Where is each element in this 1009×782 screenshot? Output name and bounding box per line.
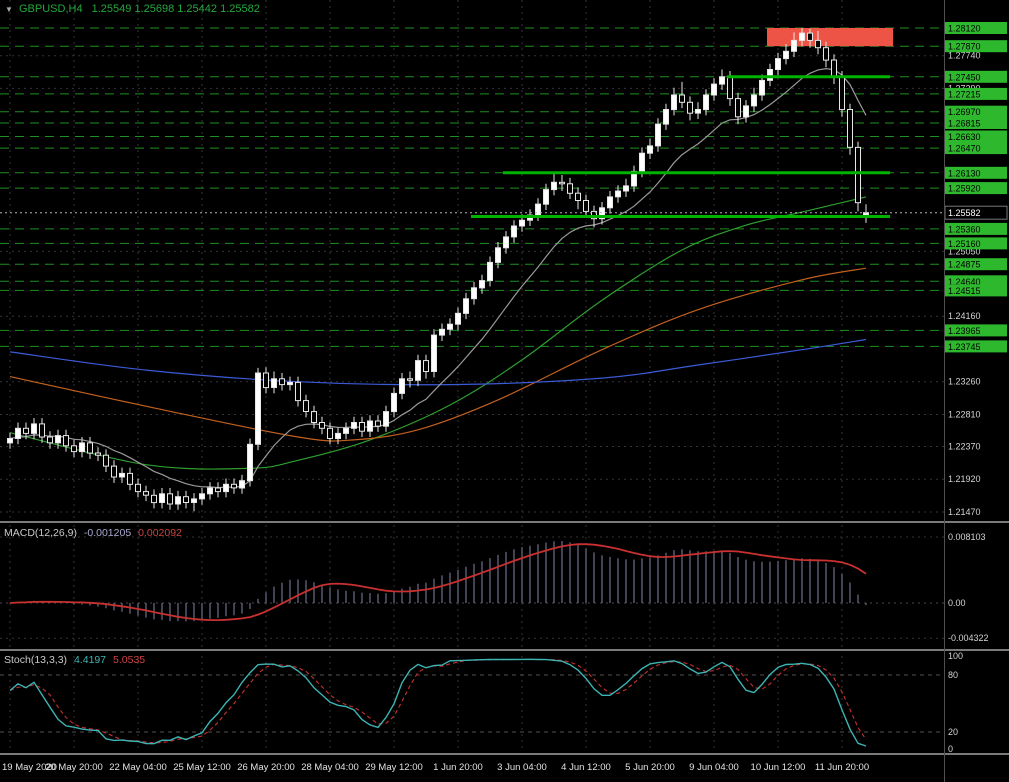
ma-green [9,196,867,470]
macd-panel[interactable]: 0.008103 0.00 -0.004322 [0,532,989,643]
svg-text:1.26130: 1.26130 [948,168,981,178]
svg-text:1.24875: 1.24875 [948,260,981,270]
svg-text:11 Jun 20:00: 11 Jun 20:00 [815,762,869,773]
macd-main-value: -0.001205 [83,527,132,539]
svg-text:1.23965: 1.23965 [948,326,981,336]
svg-text:28 May 04:00: 28 May 04:00 [301,762,359,773]
sr-segments[interactable] [471,75,890,218]
svg-text:80: 80 [948,670,958,680]
symbol-dropdown-icon[interactable]: ▼ [5,5,13,14]
svg-text:1.23260: 1.23260 [948,377,981,387]
symbol-timeframe-label: GBPUSD,H4 [18,3,83,15]
svg-text:3 Jun 04:00: 3 Jun 04:00 [497,762,547,773]
svg-text:1.25160: 1.25160 [948,239,981,249]
stoch-d-value: 5.0535 [113,654,146,666]
macd-name: MACD(12,26,9) [4,527,77,539]
svg-text:1.27215: 1.27215 [948,89,981,99]
svg-text:1.22810: 1.22810 [948,409,981,419]
svg-text:1 Jun 20:00: 1 Jun 20:00 [433,762,483,773]
svg-text:1.24515: 1.24515 [948,286,981,296]
svg-text:1.25360: 1.25360 [948,224,981,234]
svg-text:1.26470: 1.26470 [948,144,981,154]
price-axis[interactable]: 1.277401.272901.250501.241601.232601.228… [944,22,1008,517]
svg-text:1.23745: 1.23745 [948,342,981,352]
svg-text:0.00: 0.00 [948,598,966,608]
svg-text:1.26815: 1.26815 [948,118,981,128]
stoch-k-line [9,658,867,747]
svg-text:1.26630: 1.26630 [948,132,981,142]
svg-text:1.27740: 1.27740 [948,51,981,61]
svg-text:0.008103: 0.008103 [948,532,986,542]
svg-text:1.21920: 1.21920 [948,474,981,484]
stoch-name: Stoch(13,3,3) [4,654,68,666]
svg-text:1.24640: 1.24640 [948,277,981,287]
svg-text:100: 100 [948,651,963,661]
svg-text:1.26970: 1.26970 [948,107,981,117]
macd-signal-line [9,543,867,621]
macd-indicator-label: MACD(12,26,9) -0.001205 0.002092 [4,527,182,539]
resistance-zone[interactable] [767,28,893,47]
svg-text:1.25920: 1.25920 [948,184,981,194]
ma-blue [9,338,867,386]
svg-text:22 May 04:00: 22 May 04:00 [109,762,167,773]
stoch-k-value: 4.4197 [73,654,107,666]
svg-text:10 Jun 12:00: 10 Jun 12:00 [751,762,806,773]
svg-text:1.27450: 1.27450 [948,72,981,82]
macd-histogram [17,541,867,622]
stoch-d-line [9,658,867,744]
svg-text:20: 20 [948,727,958,737]
stoch-panel[interactable]: 100 80 20 0 [0,651,963,754]
svg-text:25 May 12:00: 25 May 12:00 [173,762,231,773]
chart-title: ▼ GBPUSD,H4 1.25549 1.25698 1.25442 1.25… [5,3,260,15]
macd-signal-value: 0.002092 [138,527,182,539]
ma-orange [9,267,867,442]
svg-text:29 May 12:00: 29 May 12:00 [365,762,423,773]
svg-text:1.21470: 1.21470 [948,507,981,517]
svg-text:1.28120: 1.28120 [948,24,981,34]
ohlc-values: 1.25549 1.25698 1.25442 1.25582 [91,3,260,15]
svg-text:1.22370: 1.22370 [948,441,981,451]
svg-text:20 May 20:00: 20 May 20:00 [45,762,103,773]
svg-text:4 Jun 12:00: 4 Jun 12:00 [561,762,611,773]
candlesticks [7,28,869,512]
svg-text:1.24160: 1.24160 [948,311,981,321]
svg-text:26 May 20:00: 26 May 20:00 [237,762,295,773]
price-gridlines [0,55,944,513]
svg-text:1.27870: 1.27870 [948,42,981,52]
svg-text:1.25050: 1.25050 [948,246,981,256]
stoch-indicator-label: Stoch(13,3,3) 4.4197 5.0535 [4,654,145,666]
svg-text:19 May 2020: 19 May 2020 [2,762,57,773]
svg-text:1.25582: 1.25582 [948,208,981,218]
svg-text:-0.004322: -0.004322 [948,633,989,643]
svg-text:9 Jun 04:00: 9 Jun 04:00 [689,762,739,773]
svg-text:5 Jun 20:00: 5 Jun 20:00 [625,762,675,773]
svg-text:0: 0 [948,744,953,754]
ma-fast [9,67,867,489]
panel-separators[interactable] [0,521,1009,755]
